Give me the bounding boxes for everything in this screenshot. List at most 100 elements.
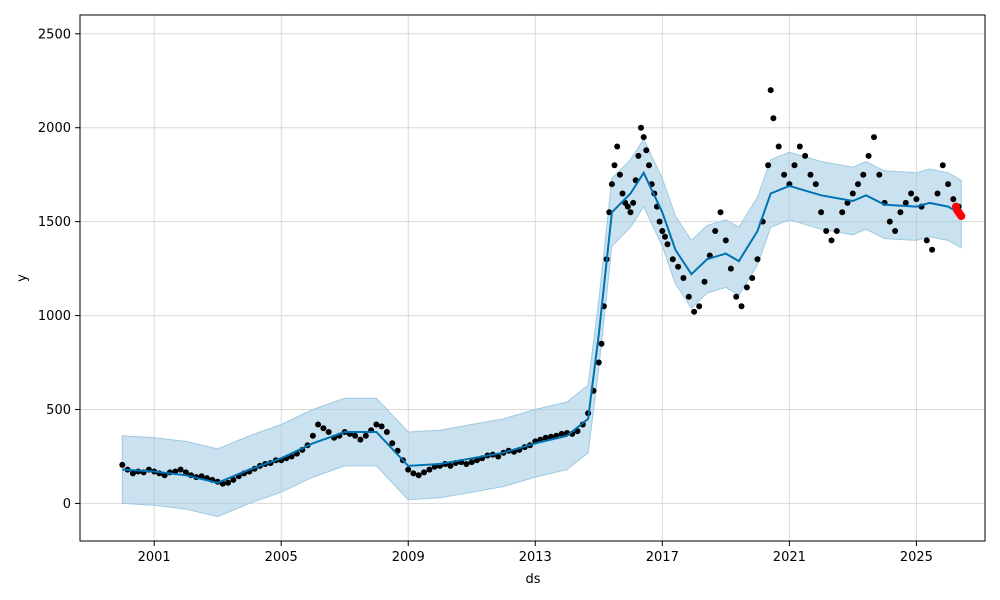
observed-point — [685, 293, 692, 300]
observed-point — [765, 162, 772, 169]
observed-point — [839, 209, 846, 216]
forecast-line — [122, 170, 962, 484]
observed-point — [696, 303, 703, 310]
observed-point — [712, 228, 719, 234]
observed-point — [934, 190, 941, 197]
observed-point — [421, 469, 427, 476]
observed-point — [383, 429, 390, 435]
observed-point — [791, 162, 798, 169]
observed-point — [611, 162, 618, 169]
observed-point — [619, 190, 626, 197]
plot-area-frame — [79, 14, 986, 542]
observed-point — [738, 303, 745, 310]
x-tick-label: 2025 — [900, 550, 933, 565]
observed-point — [902, 199, 909, 206]
observed-point — [770, 115, 777, 122]
observed-point — [627, 209, 634, 216]
observed-point — [807, 171, 814, 178]
observed-point — [796, 143, 803, 150]
x-tick-label: 2021 — [773, 550, 806, 565]
forecast-line-path — [122, 170, 962, 484]
x-tick-label: 2009 — [392, 550, 425, 565]
observed-point — [823, 228, 830, 234]
observed-point — [405, 466, 412, 473]
observed-point — [812, 181, 819, 188]
observed-point — [548, 433, 554, 440]
observed-point — [378, 423, 385, 430]
observed-point — [542, 434, 549, 441]
observed-point — [871, 134, 877, 141]
y-tick-label: 2500 — [38, 27, 71, 42]
uncertainty-band — [121, 137, 962, 518]
observed-point — [315, 421, 322, 428]
observed-point — [389, 440, 396, 447]
observed-points — [119, 87, 962, 487]
observed-point — [802, 152, 809, 159]
observed-point — [691, 308, 698, 315]
observed-point — [320, 425, 327, 432]
observed-point — [352, 432, 359, 439]
uncertainty-band-area — [121, 137, 962, 518]
y-axis-label: y — [15, 274, 30, 282]
observed-point — [664, 241, 671, 248]
observed-point — [939, 162, 946, 169]
observed-point — [638, 124, 644, 131]
observed-point — [754, 256, 761, 263]
observed-point — [640, 134, 647, 141]
x-tick-label: 2017 — [646, 550, 679, 565]
observed-point — [225, 479, 232, 486]
observed-point — [833, 228, 840, 234]
observed-point — [733, 293, 740, 300]
observed-point — [624, 203, 631, 210]
observed-point — [876, 171, 883, 178]
observed-point — [630, 199, 637, 206]
y-tick-label: 2000 — [38, 121, 71, 136]
observed-point — [680, 275, 687, 281]
observed-point — [662, 233, 668, 240]
observed-point — [468, 459, 475, 466]
observed-point — [818, 209, 825, 216]
observed-point — [743, 284, 750, 291]
observed-point — [781, 171, 788, 178]
observed-point — [177, 466, 184, 473]
observed-point — [182, 469, 189, 476]
x-axis-ticks: 2001 2005 2009 2013 2017 2021 2025 — [138, 541, 933, 565]
x-tick-label: 2001 — [138, 550, 171, 565]
observed-point — [643, 147, 650, 154]
observed-point — [309, 432, 316, 439]
observed-point — [913, 196, 920, 203]
observed-point — [659, 228, 666, 234]
observed-point — [373, 421, 380, 428]
observed-point — [447, 462, 454, 469]
observed-point — [595, 359, 602, 366]
observed-point — [558, 430, 565, 437]
observed-point — [897, 209, 904, 216]
y-axis-ticks: 0 500 1000 1500 2000 2500 — [38, 27, 80, 512]
observed-point — [669, 256, 676, 263]
recent-points — [952, 202, 966, 220]
observed-point — [119, 461, 126, 468]
observed-point — [945, 181, 952, 188]
recent-point — [957, 212, 966, 220]
observed-point — [426, 466, 433, 473]
observed-point — [129, 470, 136, 477]
observed-point — [886, 218, 893, 225]
observed-point — [616, 171, 623, 178]
observed-point — [362, 432, 369, 439]
observed-point — [727, 265, 734, 272]
observed-point — [357, 436, 364, 443]
observed-point — [849, 190, 856, 197]
observed-point — [635, 152, 642, 159]
observed-point — [749, 275, 756, 281]
y-tick-label: 500 — [46, 403, 71, 418]
observed-point — [717, 209, 724, 216]
observed-point — [892, 228, 899, 234]
y-tick-label: 1500 — [38, 215, 71, 230]
observed-point — [828, 237, 835, 244]
observed-point — [923, 237, 930, 244]
observed-point — [675, 263, 682, 270]
observed-point — [950, 196, 957, 203]
observed-point — [656, 218, 663, 225]
observed-point — [844, 199, 851, 206]
